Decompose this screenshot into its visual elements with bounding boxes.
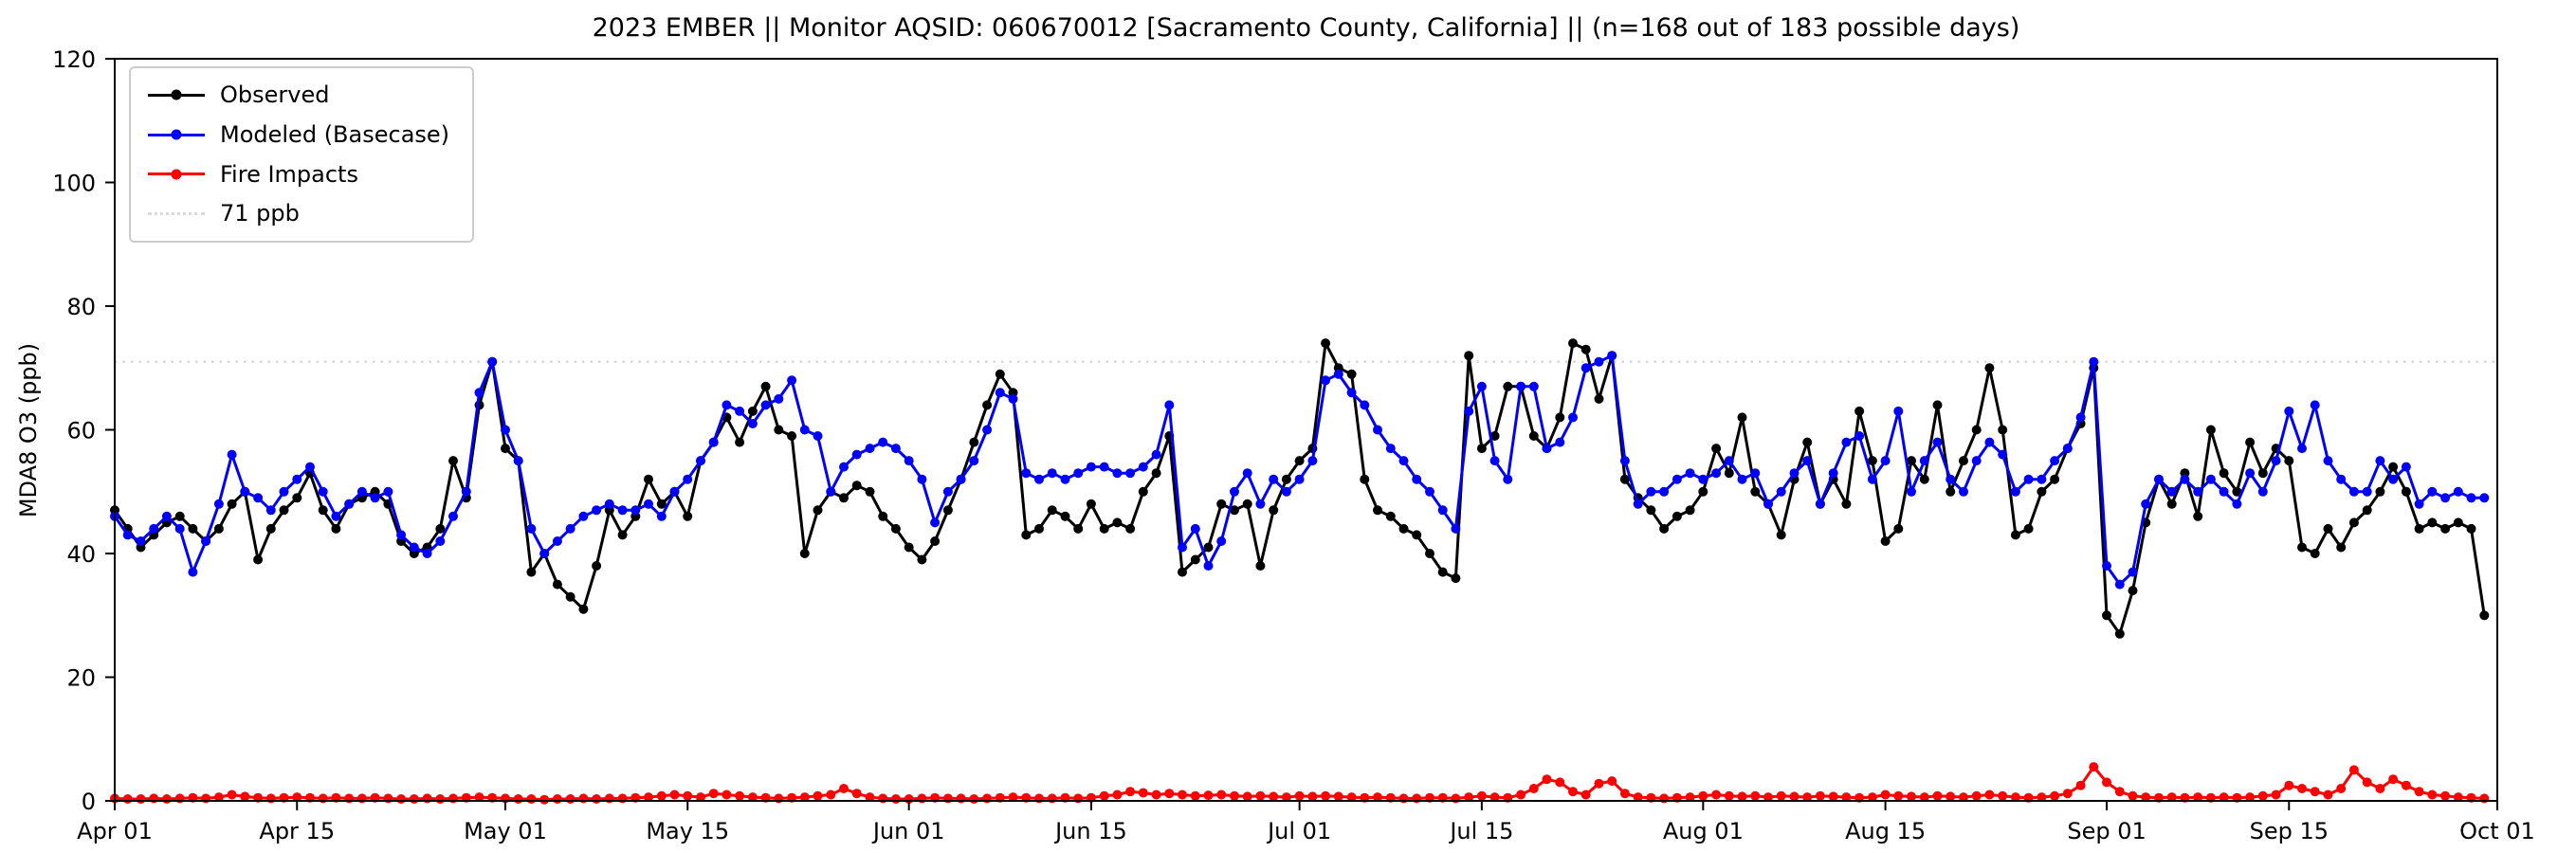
y-tick-label: 60 (66, 418, 96, 445)
legend-marker-dot (171, 129, 182, 140)
x-tick-label: Apr 15 (259, 818, 335, 844)
x-tick-label: Sep 01 (2067, 818, 2146, 844)
legend-item: Modeled (Basecase) (148, 121, 449, 149)
y-tick-label: 100 (52, 171, 96, 197)
x-tick-label: Jul 15 (1448, 818, 1513, 844)
legend-item: Observed (148, 82, 449, 109)
y-tick-label: 40 (66, 541, 96, 568)
x-tick-label: May 01 (464, 818, 547, 844)
x-tick-label: May 15 (646, 818, 729, 844)
legend-line-swatch (148, 129, 205, 140)
legend-item: Fire Impacts (148, 161, 449, 189)
legend: Observed Modeled (Basecase) Fire Impacts 71… (129, 66, 475, 244)
y-tick-label: 20 (66, 665, 96, 692)
x-tick-label: Apr 01 (77, 818, 153, 844)
y-tick-label: 80 (66, 294, 96, 320)
legend-label: Modeled (Basecase) (220, 120, 450, 148)
x-tick-label: Aug 15 (1845, 818, 1926, 844)
chart-title: 2023 EMBER || Monitor AQSID: 060670012 [… (592, 13, 2020, 43)
legend-line-swatch (148, 169, 205, 180)
legend-label: Fire Impacts (220, 160, 358, 188)
x-tick-label: Aug 01 (1663, 818, 1744, 844)
legend-marker-dot (171, 169, 182, 180)
x-tick-label: Jun 15 (1053, 818, 1127, 844)
y-tick-label: 120 (52, 46, 96, 73)
legend-label: 71 ppb (220, 200, 300, 227)
x-tick-label: Jun 01 (871, 818, 945, 844)
legend-dotted-line-swatch (148, 212, 205, 216)
y-tick-label: 0 (82, 789, 96, 815)
legend-label: Observed (220, 82, 330, 108)
x-tick-label: Oct 01 (2459, 818, 2535, 844)
x-tick-label: Jul 01 (1266, 818, 1331, 844)
x-tick-label: Sep 15 (2250, 818, 2329, 844)
legend-marker-dot (171, 89, 182, 100)
legend-item: 71 ppb (148, 200, 449, 227)
legend-line-swatch (148, 89, 205, 100)
